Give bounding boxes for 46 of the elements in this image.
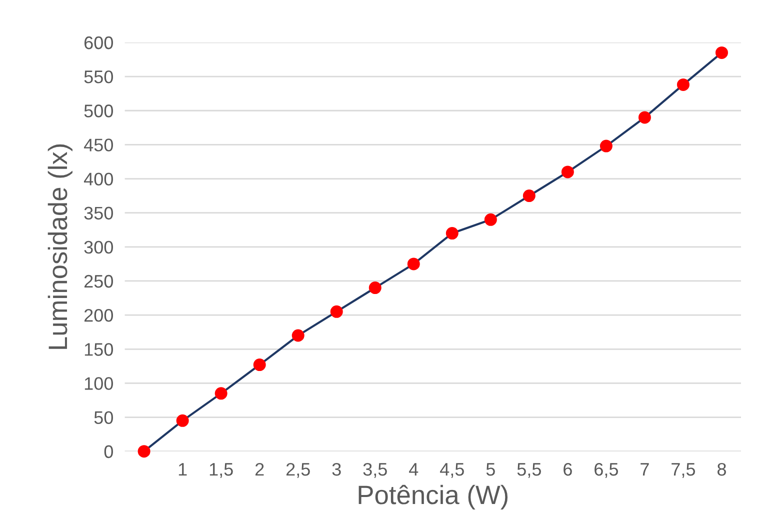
point — [253, 358, 266, 372]
point — [638, 111, 651, 124]
point — [330, 305, 343, 318]
point — [446, 227, 458, 240]
x-axis-title: Potência (W) — [358, 484, 508, 510]
point — [214, 387, 228, 400]
point — [176, 414, 189, 427]
x-tick-label: 8 — [718, 462, 726, 476]
x-tick-label: 2,5 — [286, 462, 310, 478]
x-tick-label: 7 — [640, 463, 649, 476]
y-tick-label: 500 — [84, 104, 113, 118]
x-tick-label: 6,5 — [594, 462, 618, 478]
x-tick-label: 4,5 — [440, 463, 464, 478]
y-tick-label: 600 — [84, 36, 113, 50]
point — [138, 445, 150, 458]
y-tick-label: 400 — [84, 172, 113, 186]
x-tick-label: 1 — [178, 463, 187, 476]
y-tick-label: 250 — [84, 274, 113, 288]
point — [600, 140, 612, 152]
x-tick-label: 3,5 — [363, 462, 387, 478]
point — [368, 282, 382, 294]
point — [676, 78, 690, 91]
point — [407, 258, 420, 270]
point — [484, 213, 497, 226]
y-axis-title: Luminosidade (lx) — [48, 144, 72, 349]
point — [561, 166, 574, 178]
y-tick-label: 300 — [84, 240, 113, 254]
y-tick-label: 0 — [104, 445, 113, 458]
y-tick-label: 350 — [84, 206, 113, 220]
x-tick-label: 4 — [409, 463, 418, 476]
point — [522, 190, 536, 202]
point — [292, 329, 304, 342]
x-tick-label: 1,5 — [210, 463, 233, 478]
y-tick-label: 50 — [94, 411, 113, 424]
y-tick-label: 100 — [84, 377, 113, 390]
x-tick-label: 6 — [564, 462, 572, 476]
y-tick-label: 200 — [84, 308, 113, 322]
x-tick-label: 5 — [486, 463, 495, 476]
point — [715, 46, 728, 59]
y-tick-label: 450 — [84, 138, 113, 152]
x-tick-label: 3 — [332, 462, 341, 476]
y-tick-label: 150 — [84, 343, 113, 356]
x-tick-label: 7,5 — [672, 463, 696, 478]
x-tick-label: 5,5 — [517, 463, 541, 478]
x-tick-label: 2 — [255, 462, 264, 476]
y-tick-label: 550 — [84, 70, 113, 84]
